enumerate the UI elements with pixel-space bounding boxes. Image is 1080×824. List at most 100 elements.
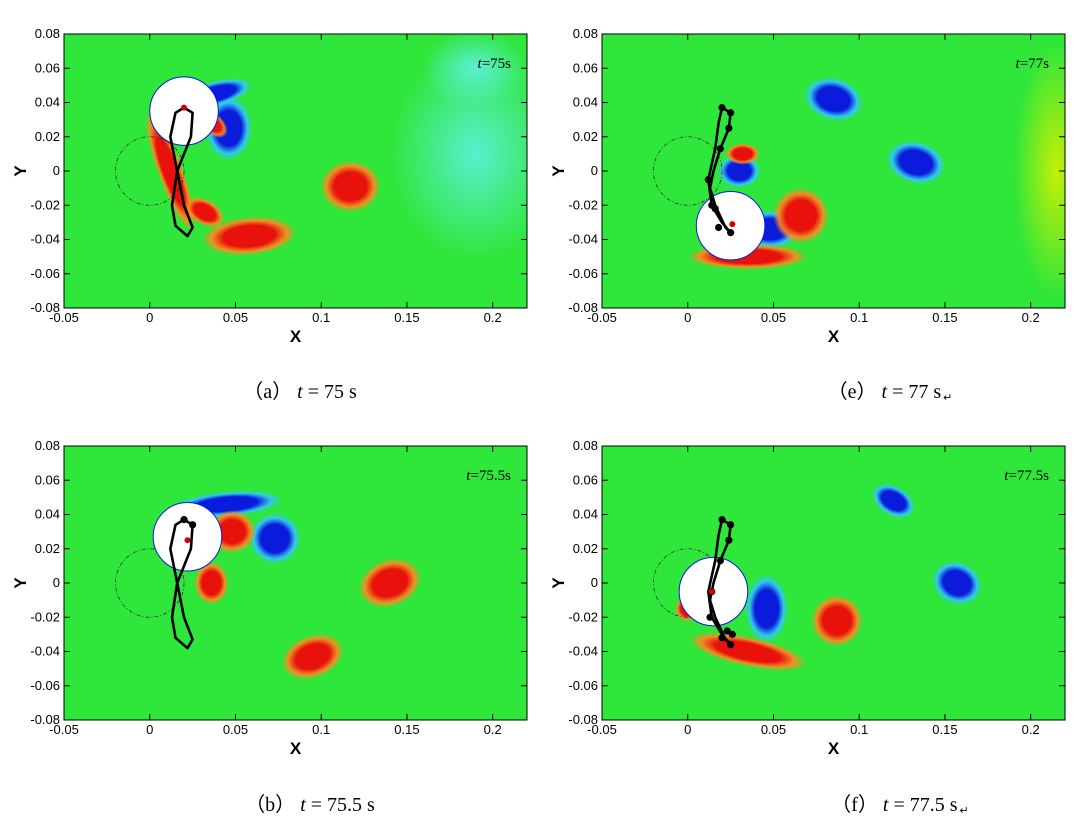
panel-a-vortex-weakneg [421,34,527,107]
panel-f-trajectory-marker [727,521,735,529]
panel-f-vortex-pos [688,632,807,671]
panel-f-trajectory-marker [718,516,726,524]
panel-f-ytick-label: 0.06 [573,472,598,487]
panel-f-vortex-neg [745,574,789,643]
panel-e-trajectory [707,106,732,234]
panel-f-ytick-label: -0.02 [568,609,598,624]
panel-e-time-var: t [1016,56,1021,72]
panel-e-vortex-weakpos [1013,42,1065,300]
panel-a-time-label: t=75s [478,56,512,72]
panel-e: -0.05 0 0.05 0.1 0.15 0.2 -0.08 -0.06 -0.04 -0.02… [538,20,1078,360]
panel-a-xtick-label: 0.2 [484,310,502,325]
panel-b: -0.05 0 0.05 0.1 0.15 0.2 -0.08 -0.06 -0.04 -0.02… [0,432,540,772]
panel-f-trajectory-marker [723,627,731,635]
panel-f-time-label: t=77.5s [1004,468,1049,484]
panel-e-trajectory-marker [716,145,724,153]
panel-f-xlabel: X [828,739,840,758]
panel-b-ytick-label: 0.08 [35,438,60,453]
panel-b-ytick-label: 0.04 [35,507,60,522]
panel-f-ytick-label: 0.08 [573,438,598,453]
panel-e-field [602,34,1065,308]
panel-f-trajectory-marker [716,557,724,565]
caption-f-value: = 77.5 s [888,794,958,816]
panel-f-trajectory-marker [728,630,736,638]
caption-b-var: t [300,794,306,816]
panel-a-vortex-pos [320,160,381,213]
caption-e-return-mark: ↵ [943,392,953,404]
panel-e-ytick-label: 0.06 [573,60,598,75]
panel-b-xtick-label: 0.15 [394,722,419,737]
caption-e-label: （e） [827,381,877,403]
panel-a-ytick-label: 0.08 [35,26,60,41]
panel-f-trajectory [707,518,732,646]
panel-e-xtick-label: -0.05 [587,310,617,325]
panel-b-field [64,446,527,720]
panel-e-ytick-label: -0.06 [568,266,598,281]
panel-f-vortex-pos [811,594,863,647]
panel-a-time-value: =75s [482,56,511,72]
panel-f-vortex-neg [871,483,916,519]
panel-e-ytick-label: -0.08 [568,300,598,315]
panel-f-ytick-label: -0.08 [568,712,598,727]
panel-f-field [602,446,1065,720]
caption-e-value: = 77 s [887,381,942,403]
caption-e: （e） t = 77 s ↵ [770,375,1010,404]
panel-a-ytick-label: -0.04 [30,232,60,247]
panel-f-time-var: t [1004,468,1009,484]
panel-e-vortex-pos [773,187,829,244]
panel-a-xtick-label: 0 [146,310,153,325]
panel-b-ytick-label: -0.02 [30,609,60,624]
panel-f-vortex-neg [931,560,982,606]
panel-b-xlabel: X [290,739,302,758]
panel-b-xtick-label: -0.05 [49,722,79,737]
panel-a-xtick-label: 0.1 [312,310,330,325]
caption-a: （a） t = 75 s [180,375,420,404]
panel-e-trajectory-marker [711,205,719,213]
panel-f-ytick-label: -0.06 [568,678,598,693]
caption-a-value: = 75 s [302,381,357,403]
panel-e-xtick-label: 0.15 [932,310,957,325]
panel-b-vortex-pos [194,561,229,605]
caption-a-label: （a） [243,381,293,403]
panel-a-ytick-label: 0.02 [35,129,60,144]
panel-f-ytick-label: 0 [591,575,598,590]
panel-e-trajectory-marker [727,229,735,237]
panel-e-ytick-label: -0.02 [568,197,598,212]
panel-b-ytick-label: -0.04 [30,644,60,659]
panel-f-time-value: =77.5s [1008,468,1049,484]
panel-b-reference-circle [115,548,185,618]
panel-a-ylabel: Y [11,165,30,177]
panel-e-xtick-label: 0.1 [850,310,868,325]
panel-e-ytick-label: 0.02 [573,129,598,144]
panel-e-trajectory-marker [725,124,733,132]
panel-b-xtick-label: 0 [146,722,153,737]
panel-a-ytick-label: 0 [53,163,60,178]
panel-b-center-marker [184,537,191,544]
panel-f-ytick-label: -0.04 [568,644,598,659]
panel-b-ytick-label: 0.02 [35,541,60,556]
panel-b-plot: -0.05 0 0.05 0.1 0.15 0.2 -0.08 -0.06 -0.04 -0.02… [11,438,528,758]
panel-b-time-label: t=75.5s [466,468,511,484]
panel-e-xlabel: X [828,327,840,346]
panel-b-trajectory-marker [180,516,188,524]
panel-f-xtick-label: 0 [684,722,691,737]
panel-a-xlabel: X [290,327,302,346]
panel-a-plot: -0.05 0 0.05 0.1 0.15 0.2 -0.08 -0.06 -0.04 -0.02… [11,26,528,346]
panel-a-trajectory [169,106,194,238]
panel-f-trajectory-marker [718,634,726,642]
panel-e-vortex-neg [803,76,864,122]
panel-f-xtick-label: 0.05 [761,722,786,737]
panel-f-ytick-label: 0.04 [573,507,598,522]
panel-f-trajectory-marker [706,613,714,621]
panel-b-ylabel: Y [11,577,30,589]
panel-e-plot: -0.05 0 0.05 0.1 0.15 0.2 -0.08 -0.06 -0.04 -0.02… [549,26,1066,346]
panel-a-xtick-label: 0.05 [223,310,248,325]
panel-b-xtick-label: 0.05 [223,722,248,737]
caption-e-var: t [881,381,888,403]
panel-f-ylabel: Y [549,577,568,589]
panel-e-trajectory-marker [704,175,712,184]
panel-a-ytick-label: 0.06 [35,60,60,75]
panel-b-xtick-label: 0.2 [484,722,502,737]
panel-e-xtick-label: 0 [684,310,691,325]
panel-f-plot: -0.05 0 0.05 0.1 0.15 0.2 -0.08 -0.06 -0.04 -0.02… [549,438,1066,758]
